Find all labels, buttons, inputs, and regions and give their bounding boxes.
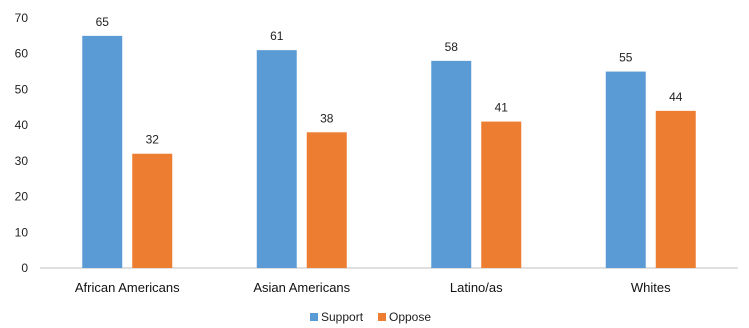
bars [82, 35, 696, 269]
bar-oppose-1 [306, 132, 347, 268]
category-label: African Americans [75, 280, 180, 295]
category-label: Whites [631, 280, 671, 295]
data-labels: 65 32 61 38 58 41 55 44 [96, 15, 683, 147]
y-tick-label: 40 [15, 118, 29, 132]
bar-support-0 [82, 35, 123, 268]
y-tick-label: 50 [15, 82, 29, 96]
legend-label-oppose: Oppose [389, 310, 431, 324]
legend: Support Oppose [310, 310, 431, 324]
y-tick-label: 60 [15, 47, 29, 61]
y-tick-label: 0 [21, 261, 28, 275]
bar-support-2 [431, 60, 472, 268]
bar-oppose-2 [481, 121, 522, 268]
y-tick-label: 20 [15, 190, 29, 204]
category-labels: African Americans Asian Americans Latino/a… [75, 280, 671, 295]
data-label-oppose-0: 32 [146, 133, 160, 147]
bar-support-3 [605, 71, 646, 268]
data-label-support-3: 55 [619, 51, 633, 65]
data-label-support-2: 58 [445, 40, 459, 54]
y-axis-ticks: 0 10 20 30 40 50 60 70 [15, 11, 29, 275]
category-label: Asian Americans [253, 280, 350, 295]
bar-support-1 [256, 50, 297, 269]
y-tick-label: 30 [15, 154, 29, 168]
y-tick-label: 70 [15, 11, 29, 25]
category-label: Latino/as [450, 280, 503, 295]
legend-label-support: Support [321, 310, 364, 324]
data-label-support-0: 65 [96, 15, 110, 29]
data-label-support-1: 61 [270, 29, 284, 43]
legend-swatch-support [310, 313, 318, 321]
data-label-oppose-1: 38 [320, 111, 334, 125]
data-label-oppose-3: 44 [669, 90, 683, 104]
bar-oppose-0 [132, 153, 173, 268]
bar-oppose-3 [655, 110, 696, 268]
data-label-oppose-2: 41 [495, 101, 509, 115]
y-tick-label: 10 [15, 225, 29, 239]
legend-swatch-oppose [378, 313, 386, 321]
